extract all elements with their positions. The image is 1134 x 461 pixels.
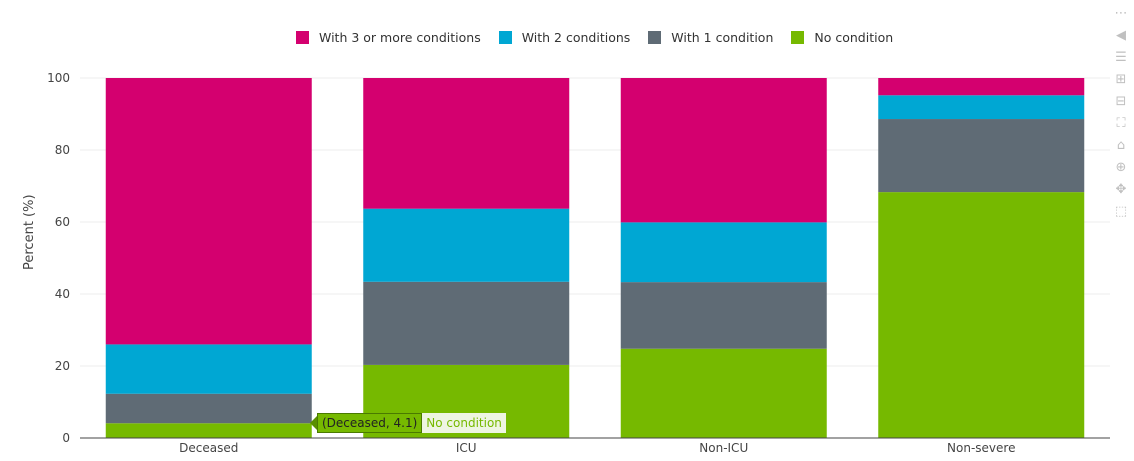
legend-item-none[interactable]: No condition — [791, 30, 893, 45]
legend: With 3 or more conditions With 2 conditi… — [296, 30, 893, 45]
y-axis-label: Percent (%) — [22, 194, 37, 270]
compare-icon[interactable]: ◀ — [1116, 27, 1126, 43]
select-icon[interactable]: ⬚ — [1114, 203, 1128, 219]
legend-swatch-none — [791, 31, 805, 44]
tooltip-value: (Deceased, 4.1) — [317, 413, 423, 433]
y-tick-label: 20 — [55, 359, 70, 373]
bar-segment[interactable] — [878, 192, 1085, 438]
y-tick-label: 100 — [47, 71, 70, 85]
y-tick-label: 0 — [62, 431, 70, 445]
bar-segment[interactable] — [363, 281, 570, 365]
legend-swatch-1 — [648, 31, 662, 44]
y-tick-label: 80 — [55, 143, 70, 157]
legend-item-1[interactable]: With 1 condition — [648, 30, 773, 45]
tooltip-series: No condition — [422, 413, 506, 433]
x-tick-label: ICU — [456, 441, 477, 455]
bar-segment[interactable] — [105, 78, 312, 345]
legend-swatch-2 — [498, 31, 512, 44]
modebar: ⋯ ◀ ☰ ⊞ ⊟ ⛶ ⌂ ⊕ ✥ ⬚ — [1112, 4, 1130, 224]
bar-segment[interactable] — [878, 119, 1085, 193]
legend-swatch-3plus — [296, 31, 309, 44]
camera-icon[interactable]: ⋯ — [1114, 5, 1128, 21]
zoom-icon[interactable]: ⊕ — [1115, 159, 1127, 175]
y-tick-label: 60 — [55, 215, 70, 229]
bar-segment[interactable] — [363, 208, 570, 282]
x-tick-label: Non-severe — [947, 441, 1015, 455]
legend-item-3plus[interactable]: With 3 or more conditions — [296, 30, 481, 45]
x-tick-label: Deceased — [179, 441, 238, 455]
zoom-out-icon[interactable]: ⊟ — [1115, 93, 1127, 109]
tooltip-arrow — [310, 416, 317, 430]
bar-segment[interactable] — [878, 78, 1085, 96]
bar-segment[interactable] — [363, 78, 570, 209]
bar-segment[interactable] — [105, 344, 312, 394]
legend-label-3plus: With 3 or more conditions — [319, 30, 481, 45]
autoscale-icon[interactable]: ⛶ — [1116, 115, 1126, 131]
legend-item-2[interactable]: With 2 conditions — [498, 30, 631, 45]
legend-label-1: With 1 condition — [671, 30, 774, 45]
bar-segment[interactable] — [105, 423, 312, 438]
y-tick-label: 40 — [55, 287, 70, 301]
bar-segment[interactable] — [620, 78, 827, 223]
bar-segment[interactable] — [620, 222, 827, 283]
bar-segment[interactable] — [105, 393, 312, 424]
bar-segment[interactable] — [878, 95, 1085, 120]
reset-icon[interactable]: ⌂ — [1116, 137, 1126, 153]
legend-label-2: With 2 conditions — [521, 30, 631, 45]
legend-label-none: No condition — [814, 30, 894, 45]
zoom-in-icon[interactable]: ⊞ — [1115, 71, 1127, 87]
x-tick-label: Non-ICU — [699, 441, 748, 455]
pan-icon[interactable]: ✥ — [1115, 181, 1127, 197]
hover-tooltip: (Deceased, 4.1) No condition — [310, 413, 506, 433]
bar-segment[interactable] — [620, 282, 827, 349]
closest-icon[interactable]: ☰ — [1115, 49, 1127, 65]
bar-segment[interactable] — [620, 348, 827, 438]
